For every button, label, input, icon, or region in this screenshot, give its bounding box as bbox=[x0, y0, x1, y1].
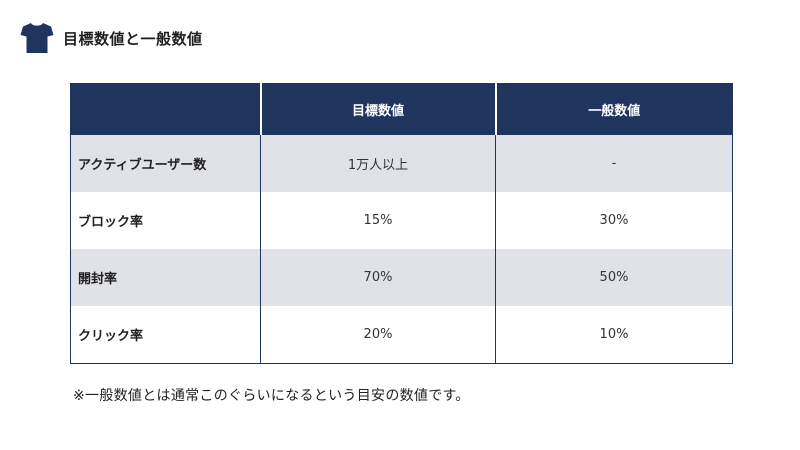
header: 目標数値と一般数値 bbox=[20, 22, 203, 54]
target-value: 20% bbox=[260, 306, 496, 364]
row-label: アクティブユーザー数 bbox=[70, 135, 261, 192]
general-value: 30% bbox=[495, 192, 733, 249]
page-title: 目標数値と一般数値 bbox=[63, 29, 203, 48]
footnote: ※一般数値とは通常このぐらいになるという目安の数値です。 bbox=[73, 388, 470, 404]
row-label: 開封率 bbox=[70, 249, 261, 306]
general-value: 10% bbox=[495, 306, 733, 364]
general-value: - bbox=[495, 135, 733, 192]
row-label: ブロック率 bbox=[70, 192, 261, 249]
table-header-row: 目標数値 一般数値 bbox=[70, 83, 733, 135]
t-shirt-icon bbox=[20, 23, 54, 53]
column-header-target: 目標数値 bbox=[260, 83, 497, 135]
row-label: クリック率 bbox=[70, 306, 261, 364]
general-value: 50% bbox=[495, 249, 733, 306]
comparison-table: 目標数値 一般数値 アクティブユーザー数 1万人以上 - ブロック率 15% 3… bbox=[70, 83, 733, 364]
target-value: 70% bbox=[260, 249, 496, 306]
table-row: アクティブユーザー数 1万人以上 - bbox=[70, 135, 733, 192]
column-header-empty bbox=[70, 83, 262, 135]
column-header-general: 一般数値 bbox=[495, 83, 733, 135]
table-row: クリック率 20% 10% bbox=[70, 306, 733, 364]
table-row: 開封率 70% 50% bbox=[70, 249, 733, 306]
table-row: ブロック率 15% 30% bbox=[70, 192, 733, 249]
target-value: 15% bbox=[260, 192, 496, 249]
target-value: 1万人以上 bbox=[260, 135, 496, 192]
